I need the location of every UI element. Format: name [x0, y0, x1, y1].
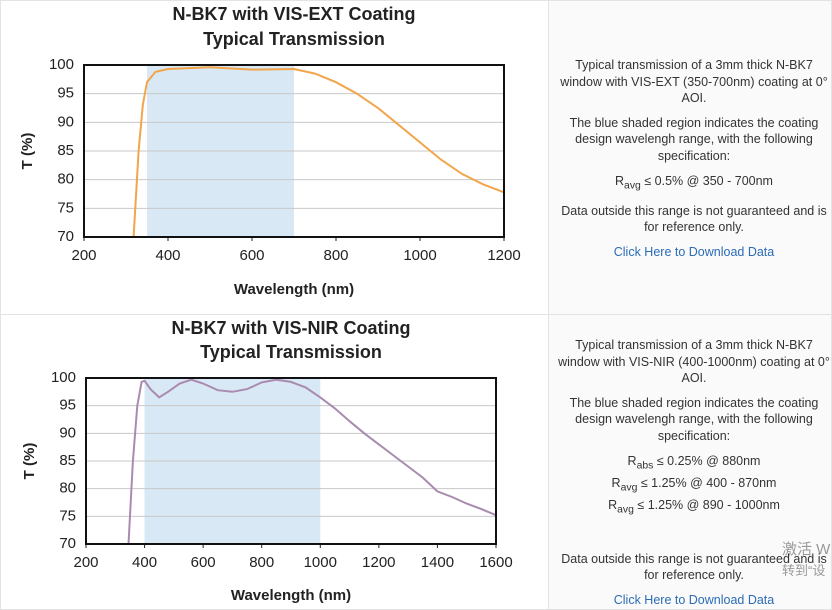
watermark: 转到“设 [782, 563, 826, 578]
y-tick-label: 75 [57, 199, 74, 216]
shaded-note: The blue shaded region indicates the coa… [569, 395, 819, 443]
y-tick-label: 80 [57, 171, 74, 188]
y-tick-label: 85 [59, 452, 76, 469]
y-tick-label: 90 [57, 113, 74, 130]
spec-line: Ravg ≤ 1.25% @ 890 - 1000nm [556, 497, 832, 519]
intro-text: Typical transmission of a 3mm thick N-BK… [560, 58, 828, 106]
download-link[interactable]: Click Here to Download Data [613, 593, 775, 608]
link-line: Click Here to Download Data [556, 592, 832, 609]
y-tick-label: 70 [57, 228, 74, 245]
x-tick-label: 400 [132, 554, 157, 571]
spec-subscript: avg [624, 180, 641, 192]
x-tick-label: 800 [323, 247, 348, 264]
download-link[interactable]: Click Here to Download Data [613, 244, 775, 259]
spec-subscript: avg [620, 482, 638, 494]
intro-text: Typical transmission of a 3mm thick N-BK… [558, 338, 830, 386]
y-tick-label: 95 [57, 85, 74, 102]
y-axis-label: T (%) [19, 133, 36, 170]
x-tick-label: 1000 [403, 247, 436, 264]
x-tick-label: 600 [191, 554, 216, 571]
desc-cell [548, 314, 832, 610]
x-tick-label: 200 [71, 247, 96, 264]
y-axis-label: T (%) [21, 443, 38, 480]
x-axis-label: Wavelength (nm) [234, 281, 354, 298]
x-tick-label: 400 [155, 247, 180, 264]
x-tick-label: 800 [249, 554, 274, 571]
x-tick-label: 1600 [479, 554, 512, 571]
spec-line: Ravg ≤ 0.5% @ 350 - 700nm [556, 173, 832, 195]
y-tick-label: 80 [59, 480, 76, 497]
spec-subscript: avg [617, 504, 634, 516]
spec-text: ≤ 1.25% @ 890 - 1000nm [637, 497, 780, 512]
spec-symbol: R [611, 475, 621, 490]
x-tick-label: 200 [73, 554, 98, 571]
link-line: Click Here to Download Data [556, 244, 832, 261]
shaded-note: The blue shaded region indicates the coa… [569, 115, 819, 163]
x-tick-label: 1200 [362, 554, 395, 571]
spec-symbol: R [627, 453, 637, 468]
plot-frame [83, 64, 505, 238]
spec-text: ≤ 1.25% @ 400 - 870nm [640, 475, 777, 490]
disclaimer: Data outside this range is not guarantee… [561, 203, 827, 235]
x-tick-label: 1200 [487, 247, 520, 264]
y-tick-label: 95 [59, 397, 76, 414]
spec-text: ≤ 0.5% @ 350 - 700nm [644, 173, 773, 188]
y-tick-label: 85 [57, 142, 74, 159]
spec-line: Rabs ≤ 0.25% @ 880nm [556, 453, 832, 475]
spec-subscript: abs [636, 460, 654, 472]
x-tick-label: 1400 [421, 554, 454, 571]
x-tick-label: 600 [239, 247, 264, 264]
disclaimer: Data outside this range is not guarantee… [561, 551, 827, 583]
plot-frame [85, 377, 497, 545]
description: Typical transmission of a 3mm thick N-BK… [556, 337, 832, 610]
spec-symbol: R [608, 497, 618, 512]
description: Typical transmission of a 3mm thick N-BK… [556, 57, 832, 268]
spec-text: ≤ 0.25% @ 880nm [656, 453, 761, 468]
watermark: 激活 W [782, 541, 831, 558]
chart-title: N-BK7 with VIS-NIR Coating [172, 318, 411, 338]
series-line [132, 66, 505, 238]
series-line [127, 378, 497, 545]
chart-title: Typical Transmission [203, 29, 385, 49]
x-tick-label: 1000 [304, 554, 337, 571]
spec-symbol: R [615, 173, 625, 188]
chart-title: Typical Transmission [200, 342, 382, 362]
spec-line: Ravg ≤ 1.25% @ 400 - 870nm [556, 475, 832, 497]
charts: 70 75 80 85 90 95 100 200 400 600 800 1000 1200 N-BK7… [19, 4, 521, 604]
y-tick-label: 100 [51, 369, 76, 386]
x-axis-label: Wavelength (nm) [231, 587, 351, 604]
chart-title: N-BK7 with VIS-EXT Coating [173, 4, 416, 24]
y-tick-label: 90 [59, 424, 76, 441]
y-tick-label: 100 [49, 56, 74, 73]
y-tick-label: 75 [59, 507, 76, 524]
y-tick-label: 70 [59, 535, 76, 552]
